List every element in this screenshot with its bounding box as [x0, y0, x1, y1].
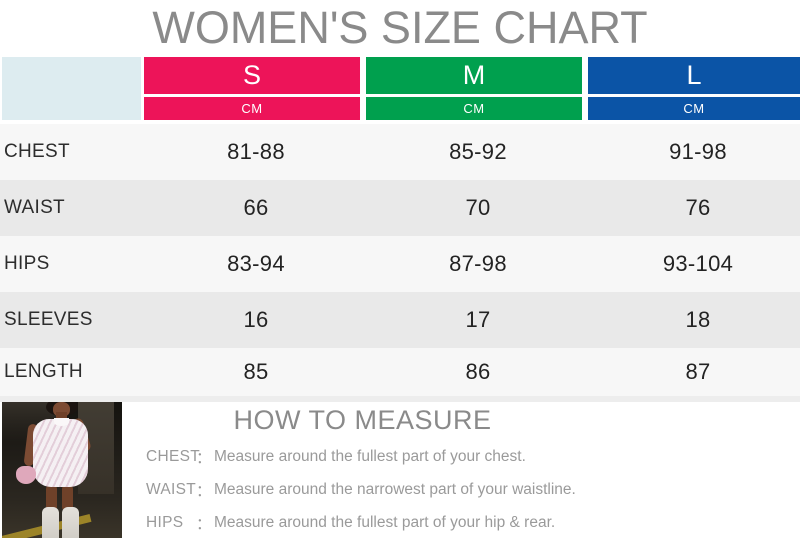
- value-cell: 66: [243, 195, 269, 220]
- model-leg-right: [62, 485, 73, 511]
- value-cell: 87-98: [449, 251, 507, 276]
- header-corner-box: [2, 57, 141, 120]
- header-spacer: [0, 57, 144, 94]
- row-label: HIPS: [4, 253, 50, 274]
- value-cell: 16: [243, 307, 269, 332]
- measure-instruction-waist: WAIST ： Measure around the narrowest par…: [146, 473, 786, 506]
- header-spacer: [0, 97, 144, 120]
- page-title: WOMEN'S SIZE CHART: [152, 2, 648, 53]
- value-cell: 85-92: [449, 139, 507, 164]
- colon-separator: ：: [196, 515, 212, 533]
- value-cell: 70: [465, 195, 491, 220]
- table-row-sleeves: SLEEVES 16 17 18: [0, 292, 800, 348]
- table-bottom-divider: [0, 396, 800, 402]
- model-boot-left: [42, 507, 59, 538]
- table-row-chest: CHEST 81-88 85-92 91-98: [0, 124, 800, 180]
- measure-label: WAIST: [146, 480, 197, 498]
- model-boot-right: [62, 507, 79, 538]
- model-leg-left: [46, 485, 57, 511]
- unit-header-l: CM: [588, 97, 800, 120]
- table-row-length: LENGTH 85 86 87: [0, 348, 800, 396]
- measure-label: CHEST: [146, 447, 201, 465]
- value-cell: 87: [685, 359, 711, 384]
- row-label: LENGTH: [4, 361, 83, 382]
- unit-header-row: CM CM CM: [0, 97, 800, 120]
- value-cell: 86: [465, 359, 491, 384]
- size-header-m: M: [366, 57, 582, 94]
- size-header-row: S M L: [0, 57, 800, 94]
- colon-separator: ：: [196, 449, 212, 467]
- value-cell: 85: [243, 359, 269, 384]
- size-header-s: S: [144, 57, 360, 94]
- table-row-waist: WAIST 66 70 76: [0, 180, 800, 236]
- how-to-measure-heading: HOW TO MEASURE: [233, 404, 492, 435]
- value-cell: 83-94: [227, 251, 285, 276]
- measure-instruction-hips: HIPS ： Measure around the fullest part o…: [146, 506, 786, 538]
- size-header-l: L: [588, 57, 800, 94]
- model-dress-collar: [54, 418, 69, 426]
- row-label: SLEEVES: [4, 309, 93, 330]
- value-cell: 17: [465, 307, 491, 332]
- row-label: CHEST: [4, 141, 70, 162]
- model-handbag: [16, 466, 36, 484]
- measure-instruction-chest: CHEST ： Measure around the fullest part …: [146, 440, 786, 473]
- model-photo: [2, 402, 122, 538]
- value-cell: 93-104: [662, 251, 734, 276]
- value-cell: 18: [685, 307, 711, 332]
- value-cell: 91-98: [669, 139, 727, 164]
- measure-text: Measure around the fullest part of your …: [214, 447, 526, 465]
- model-neck: [56, 412, 67, 422]
- value-cell: 76: [685, 195, 711, 220]
- table-row-hips: HIPS 83-94 87-98 93-104: [0, 236, 800, 292]
- how-to-measure-section: CHEST ： Measure around the fullest part …: [146, 440, 786, 538]
- unit-header-m: CM: [366, 97, 582, 120]
- unit-header-s: CM: [144, 97, 360, 120]
- value-cell: 81-88: [227, 139, 285, 164]
- row-label: WAIST: [4, 197, 65, 218]
- measure-text: Measure around the narrowest part of you…: [214, 480, 576, 498]
- measure-text: Measure around the fullest part of your …: [214, 513, 556, 531]
- measure-label: HIPS: [146, 513, 184, 531]
- colon-separator: ：: [196, 482, 212, 500]
- model-dress: [33, 419, 88, 487]
